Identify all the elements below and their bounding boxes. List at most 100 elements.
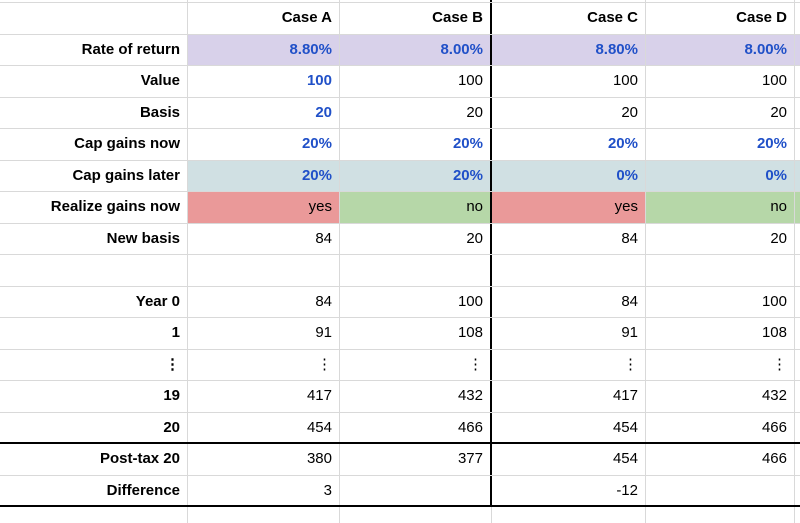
cell-post-tax-20-case-c[interactable]: 454: [492, 444, 646, 475]
row-label-basis[interactable]: Basis: [0, 97, 188, 128]
table-row-difference: Difference 3 -12: [0, 475, 800, 507]
cell-value-case-d[interactable]: 100: [646, 66, 795, 97]
cell-realize-gains-now-case-b[interactable]: no: [340, 192, 492, 223]
row-label-year-1[interactable]: 1: [0, 318, 188, 349]
row-label-spacer[interactable]: [0, 255, 188, 286]
cell-cap-gains-now-case-a[interactable]: 20%: [188, 129, 340, 160]
cell-difference-case-c[interactable]: -12: [492, 475, 646, 505]
row-label-value[interactable]: Value: [0, 66, 188, 97]
cell-cap-gains-later-case-b[interactable]: 20%: [340, 160, 492, 191]
cell-cap-gains-later-case-a[interactable]: 20%: [188, 160, 340, 191]
cell-spacer-case-d[interactable]: [646, 255, 795, 286]
cell-cap-gains-later-case-d[interactable]: 0%: [646, 160, 795, 191]
table-row-year-0: Year 0 84 100 84 100: [0, 286, 800, 318]
cell-rate-of-return-case-d[interactable]: 8.00%: [646, 34, 795, 65]
cell-year-1-case-c[interactable]: 91: [492, 318, 646, 349]
cell-year-0-case-c[interactable]: 84: [492, 286, 646, 317]
cell-difference-case-b[interactable]: [340, 475, 492, 505]
cell-realize-gains-now-case-a[interactable]: yes: [188, 192, 340, 223]
table-row-post-tax-20: Post-tax 20 380 377 454 466: [0, 444, 800, 476]
cell-year-19-case-c[interactable]: 417: [492, 381, 646, 412]
edge-cell: [340, 0, 492, 2]
cell-year-1-case-d[interactable]: 108: [646, 318, 795, 349]
cell-value-case-b[interactable]: 100: [340, 66, 492, 97]
cell-post-tax-20-case-b[interactable]: 377: [340, 444, 492, 475]
column-header-case-a[interactable]: Case A: [188, 3, 340, 34]
row-label-new-basis[interactable]: New basis: [0, 223, 188, 254]
cell-year-20-case-c[interactable]: 454: [492, 412, 646, 442]
cell-post-tax-20-case-a[interactable]: 380: [188, 444, 340, 475]
cell-difference-case-a[interactable]: 3: [188, 475, 340, 505]
cell-cap-gains-now-case-c[interactable]: 20%: [492, 129, 646, 160]
cell-new-basis-case-c[interactable]: 84: [492, 223, 646, 254]
cell-spacer-case-a[interactable]: [188, 255, 340, 286]
edge-cell: [492, 0, 646, 2]
column-header-case-d[interactable]: Case D: [646, 3, 795, 34]
row-label-post-tax-20[interactable]: Post-tax 20: [0, 444, 188, 475]
cell-realize-gains-now-case-c[interactable]: yes: [492, 192, 646, 223]
cell-ellipsis-case-d[interactable]: ⋮: [646, 349, 795, 380]
cell-year-0-case-a[interactable]: 84: [188, 286, 340, 317]
row-label-year-0[interactable]: Year 0: [0, 286, 188, 317]
cell-cap-gains-later-case-c[interactable]: 0%: [492, 160, 646, 191]
cell-year-0-case-b[interactable]: 100: [340, 286, 492, 317]
edge-cell: [795, 476, 800, 506]
cell-value-case-c[interactable]: 100: [492, 66, 646, 97]
cell-difference-case-d[interactable]: [646, 475, 795, 505]
cell-ellipsis-case-a[interactable]: ⋮: [188, 349, 340, 380]
cell-year-19-case-a[interactable]: 417: [188, 381, 340, 412]
cell-year-20-case-b[interactable]: 466: [340, 412, 492, 442]
cell-cap-gains-now-case-d[interactable]: 20%: [646, 129, 795, 160]
cell-new-basis-case-b[interactable]: 20: [340, 223, 492, 254]
cell-year-19-case-b[interactable]: 432: [340, 381, 492, 412]
cell-new-basis-case-d[interactable]: 20: [646, 223, 795, 254]
edge-cell: [0, 0, 188, 2]
table-row-new-basis: New basis 84 20 84 20: [0, 223, 800, 255]
table-row-value: Value 100 100 100 100: [0, 66, 800, 98]
cell-spacer-case-b[interactable]: [340, 255, 492, 286]
row-label-difference[interactable]: Difference: [0, 475, 188, 505]
cell-value-case-a[interactable]: 100: [188, 66, 340, 97]
cell-ellipsis-case-c[interactable]: ⋮: [492, 349, 646, 380]
corner-cell[interactable]: [0, 3, 188, 34]
cell-post-tax-20-case-d[interactable]: 466: [646, 444, 795, 475]
row-label-cap-gains-later[interactable]: Cap gains later: [0, 160, 188, 191]
cell-realize-gains-now-case-d[interactable]: no: [646, 192, 795, 223]
column-header-case-c[interactable]: Case C: [492, 3, 646, 34]
cell-spacer-case-c[interactable]: [492, 255, 646, 286]
table-row-cap-gains-later: Cap gains later 20% 20% 0% 0%: [0, 160, 800, 192]
cell-basis-case-c[interactable]: 20: [492, 97, 646, 128]
edge-cell: [795, 0, 800, 2]
cell-basis-case-d[interactable]: 20: [646, 97, 795, 128]
cell-year-20-case-d[interactable]: 466: [646, 412, 795, 442]
edge-cell: [795, 160, 800, 191]
cell-cap-gains-now-case-b[interactable]: 20%: [340, 129, 492, 160]
edge-cell: [795, 192, 800, 223]
edge-cell: [188, 507, 340, 523]
cell-year-1-case-b[interactable]: 108: [340, 318, 492, 349]
row-label-cap-gains-now[interactable]: Cap gains now: [0, 129, 188, 160]
row-label-year-19[interactable]: 19: [0, 381, 188, 412]
edge-cell: [340, 507, 492, 523]
cell-year-20-case-a[interactable]: 454: [188, 412, 340, 442]
cell-new-basis-case-a[interactable]: 84: [188, 223, 340, 254]
cell-year-1-case-a[interactable]: 91: [188, 318, 340, 349]
edge-cell: [795, 318, 800, 349]
column-header-case-b[interactable]: Case B: [340, 3, 492, 34]
cell-basis-case-b[interactable]: 20: [340, 97, 492, 128]
cell-year-19-case-d[interactable]: 432: [646, 381, 795, 412]
row-label-rate-of-return[interactable]: Rate of return: [0, 34, 188, 65]
row-label-year-20[interactable]: 20: [0, 412, 188, 442]
table-row-realize-gains-now: Realize gains now yes no yes no: [0, 192, 800, 224]
cell-year-0-case-d[interactable]: 100: [646, 286, 795, 317]
cell-basis-case-a[interactable]: 20: [188, 97, 340, 128]
row-label-ellipsis[interactable]: ⋮: [0, 349, 188, 380]
cell-rate-of-return-case-c[interactable]: 8.80%: [492, 34, 646, 65]
cell-ellipsis-case-b[interactable]: ⋮: [340, 349, 492, 380]
row-label-realize-gains-now[interactable]: Realize gains now: [0, 192, 188, 223]
table-row-basis: Basis 20 20 20 20: [0, 97, 800, 129]
cell-rate-of-return-case-a[interactable]: 8.80%: [188, 34, 340, 65]
edge-cell: [646, 0, 795, 2]
table-row-year-19: 19 417 432 417 432: [0, 381, 800, 413]
cell-rate-of-return-case-b[interactable]: 8.00%: [340, 34, 492, 65]
